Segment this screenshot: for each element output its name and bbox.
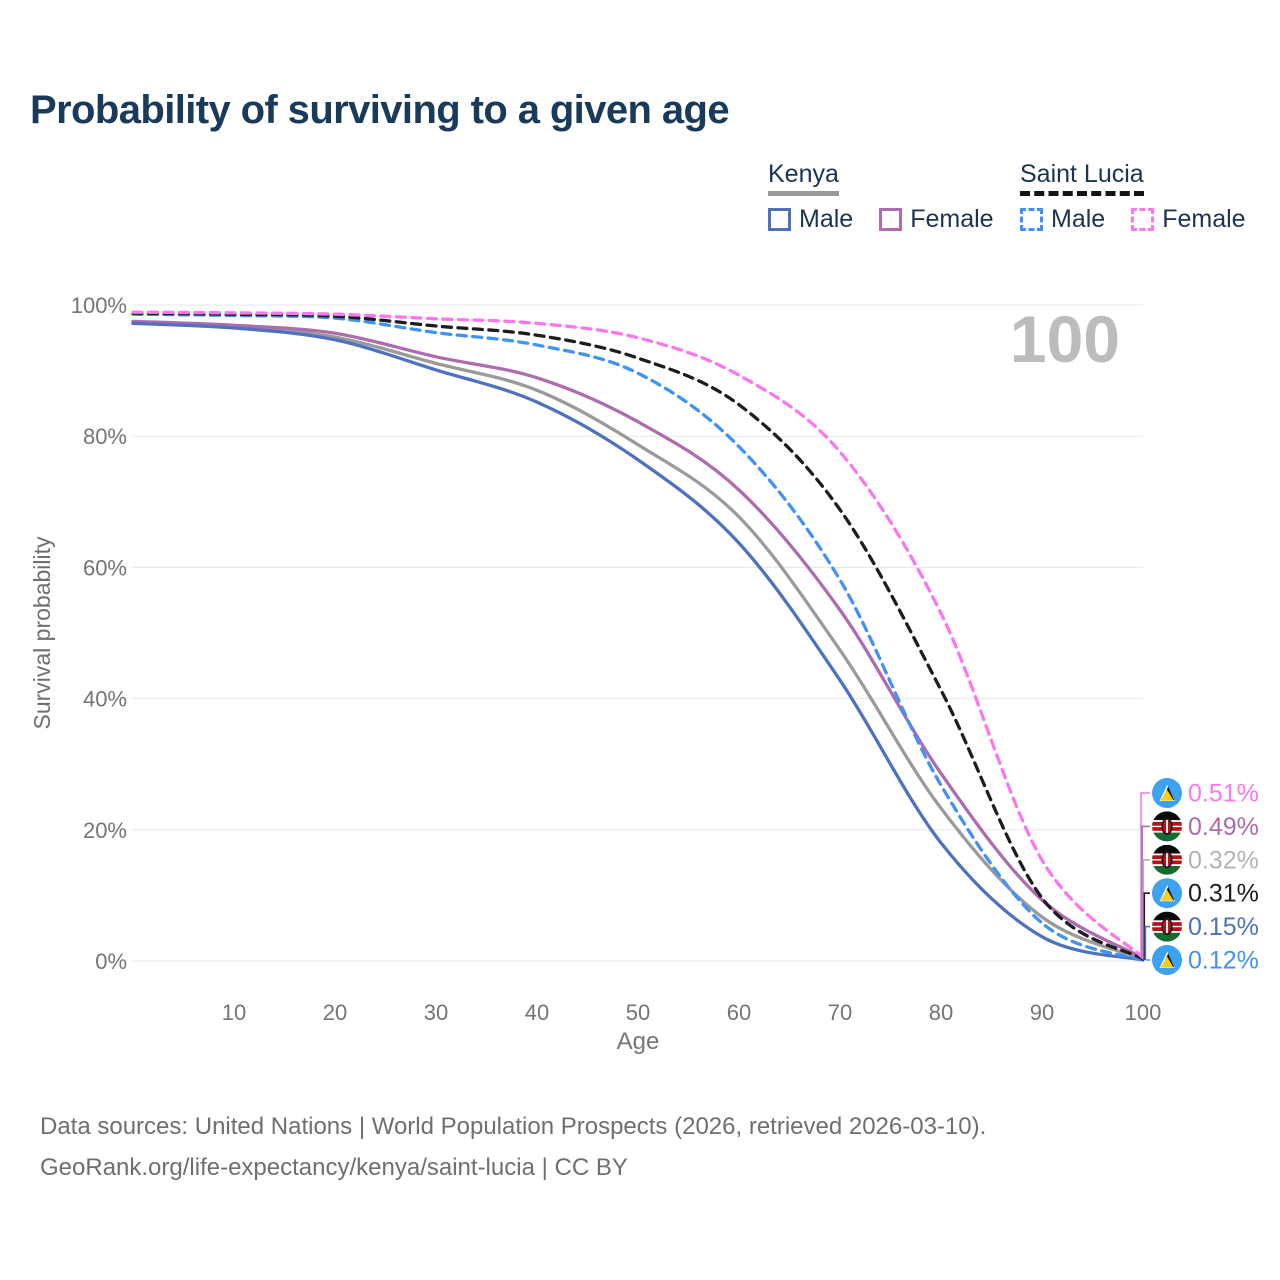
legend-kenya-items: Male Female (768, 205, 994, 234)
saint-lucia-flag-icon (1152, 945, 1182, 975)
end-labels: 0.51% 0.49% 0.32% 0.31% 0.15% 0.12% (1152, 778, 1259, 975)
kenya-flag-icon (1152, 811, 1182, 841)
page-title: Probability of surviving to a given age (30, 88, 730, 132)
x-tick-label: 10 (222, 1000, 246, 1025)
end-label-connectors (1140, 792, 1150, 961)
legend-group-kenya: Kenya Male Female (768, 160, 994, 234)
y-tick-label: 40% (83, 687, 127, 712)
legend-item-kenya-male[interactable]: Male (768, 205, 853, 234)
x-tick-label: 60 (727, 1000, 751, 1025)
legend-saint-lucia-header[interactable]: Saint Lucia (1020, 160, 1144, 196)
survival-curves (131, 310, 1145, 962)
saint-lucia-female-line (131, 310, 1145, 960)
end-label-connector (1141, 825, 1150, 958)
y-axis-title: Survival probability (29, 536, 55, 730)
kenya-flag-icon (1152, 912, 1182, 942)
legend-item-saint-lucia-male[interactable]: Male (1020, 205, 1105, 234)
y-tick-label: 100% (71, 293, 127, 318)
kenya-female-swatch-icon (879, 208, 903, 231)
kenya-male-swatch-icon (768, 208, 791, 231)
footer-note: Data sources: United Nations | World Pop… (40, 1106, 986, 1188)
x-tick-label: 100 (1125, 1000, 1162, 1025)
end-label-value: 0.31% (1188, 880, 1259, 908)
legend-item-saint-lucia-female[interactable]: Female (1131, 205, 1246, 234)
kenya-female-line (131, 319, 1145, 960)
kenya-flag-icon (1152, 845, 1182, 875)
end-label-connector (1144, 925, 1150, 960)
y-tick-label: 20% (83, 818, 127, 843)
end-label-value: 0.15% (1188, 913, 1259, 941)
legend-group-saint-lucia: Saint Lucia Male Female (1020, 160, 1246, 234)
x-axis-ticks: 10 20 30 40 50 60 70 80 90 100 (222, 1000, 1162, 1025)
end-label-connector (1143, 892, 1150, 959)
end-label-connector (1142, 859, 1150, 959)
saint-lucia-flag-icon (1152, 878, 1182, 909)
end-label-value: 0.12% (1188, 947, 1259, 975)
legend-item-kenya-female[interactable]: Female (879, 205, 994, 234)
kenya-both-line (131, 320, 1145, 961)
footer-attribution: GeoRank.org/life-expectancy/kenya/saint-… (40, 1154, 628, 1181)
end-label-value: 0.49% (1188, 813, 1259, 841)
y-tick-label: 0% (95, 949, 127, 974)
saint-lucia-flag-icon (1152, 778, 1182, 808)
x-tick-label: 50 (626, 1000, 650, 1025)
y-axis-ticks: 0% 20% 40% 60% 80% 100% (71, 293, 127, 974)
x-tick-label: 90 (1030, 1000, 1054, 1025)
x-tick-label: 80 (929, 1000, 953, 1025)
x-tick-label: 40 (525, 1000, 549, 1025)
x-tick-label: 30 (424, 1000, 448, 1025)
legend-saint-lucia-female-label: Female (1162, 205, 1246, 233)
kenya-male-line (131, 321, 1145, 962)
saint-lucia-male-swatch-icon (1020, 208, 1043, 231)
x-axis-title: Age (617, 1028, 660, 1055)
saint-lucia-male-line (131, 312, 1145, 962)
legend-saint-lucia-items: Male Female (1020, 205, 1246, 234)
end-label-value: 0.32% (1188, 846, 1259, 874)
legend-kenya-male-label: Male (799, 205, 854, 233)
end-label-connector (1140, 792, 1150, 958)
legend-kenya-female-label: Female (910, 205, 994, 233)
end-label-value: 0.51% (1188, 780, 1259, 808)
chart-legend: Kenya Male Female Saint Lucia Male (0, 160, 1280, 246)
saint-lucia-both-line (131, 311, 1145, 961)
x-tick-label: 20 (323, 1000, 347, 1025)
saint-lucia-female-swatch-icon (1131, 208, 1155, 231)
footer-data-sources: Data sources: United Nations | World Pop… (40, 1113, 987, 1140)
age-watermark: 100 (1010, 302, 1120, 376)
legend-kenya-header[interactable]: Kenya (768, 160, 839, 196)
x-tick-label: 70 (828, 1000, 852, 1025)
y-tick-label: 80% (83, 424, 127, 449)
y-tick-label: 60% (83, 555, 127, 580)
legend-saint-lucia-male-label: Male (1051, 205, 1106, 233)
